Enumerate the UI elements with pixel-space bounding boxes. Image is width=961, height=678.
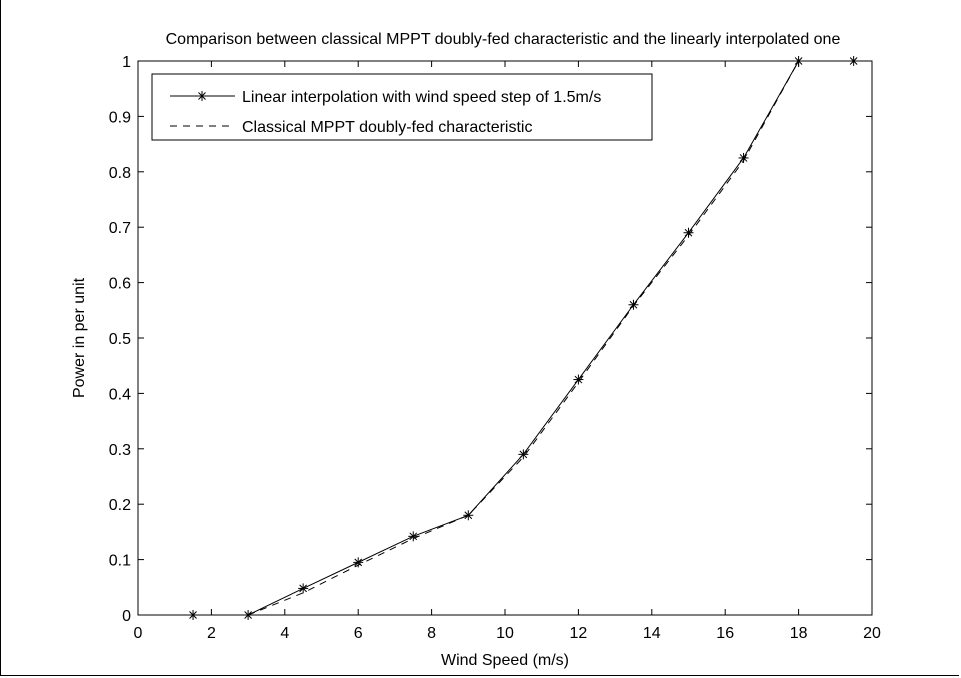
x-tick-label: 10 <box>496 625 514 642</box>
data-point-star <box>188 610 199 620</box>
x-axis: 0 2 4 6 8 10 12 14 16 18 20 <box>134 61 881 642</box>
x-tick-label: 8 <box>427 625 436 642</box>
data-point-star <box>573 374 584 385</box>
series-line-1 <box>247 60 800 616</box>
y-axis-title: Power in per unit <box>71 277 88 398</box>
y-tick-label: 0.1 <box>109 553 131 570</box>
x-tick-label: 12 <box>570 625 588 642</box>
y-tick-label: 0.5 <box>109 331 131 348</box>
legend: Linear interpolation with wind speed ste… <box>151 73 653 141</box>
y-tick-label: 0.4 <box>109 386 131 403</box>
y-tick-label: 0.3 <box>109 442 131 459</box>
plot-area <box>137 60 873 616</box>
y-tick-label: 0.8 <box>109 165 131 182</box>
y-axis: 0 0.1 0.2 0.3 0.4 0.5 0.6 0.7 0.8 0.9 1 <box>109 54 872 625</box>
x-axis-title: Wind Speed (m/s) <box>441 652 569 669</box>
data-point-star <box>463 510 474 521</box>
x-tick-label: 0 <box>134 625 143 642</box>
y-tick-label: 0 <box>122 608 131 625</box>
x-tick-label: 2 <box>207 625 216 642</box>
series-layer <box>188 56 859 620</box>
legend-box <box>151 73 653 141</box>
x-tick-label: 6 <box>354 625 363 642</box>
data-point-star <box>793 56 804 66</box>
data-point-star <box>298 583 309 594</box>
y-tick-label: 1 <box>122 54 131 71</box>
y-tick-label: 0.2 <box>109 497 131 514</box>
data-point-star <box>408 531 419 542</box>
legend-marker-star <box>197 91 207 101</box>
legend-label-linear: Linear interpolation with wind speed ste… <box>242 89 601 106</box>
data-point-star <box>683 227 694 238</box>
chart-title: Comparison between classical MPPT doubly… <box>166 31 841 48</box>
data-point-star <box>628 299 639 310</box>
data-point-star <box>848 56 859 66</box>
data-point-star <box>353 557 364 568</box>
legend-label-classical: Classical MPPT doubly-fed characteristic <box>242 119 532 136</box>
x-tick-label: 16 <box>716 625 734 642</box>
y-tick-label: 0.6 <box>109 276 131 293</box>
y-tick-label: 0.7 <box>109 220 131 237</box>
x-tick-label: 4 <box>280 625 289 642</box>
plot-box <box>137 60 873 616</box>
x-tick-label: 14 <box>643 625 661 642</box>
y-tick-label: 0.9 <box>109 109 131 126</box>
x-tick-label: 20 <box>863 625 881 642</box>
x-tick-label: 18 <box>790 625 808 642</box>
data-point-star <box>518 449 529 460</box>
